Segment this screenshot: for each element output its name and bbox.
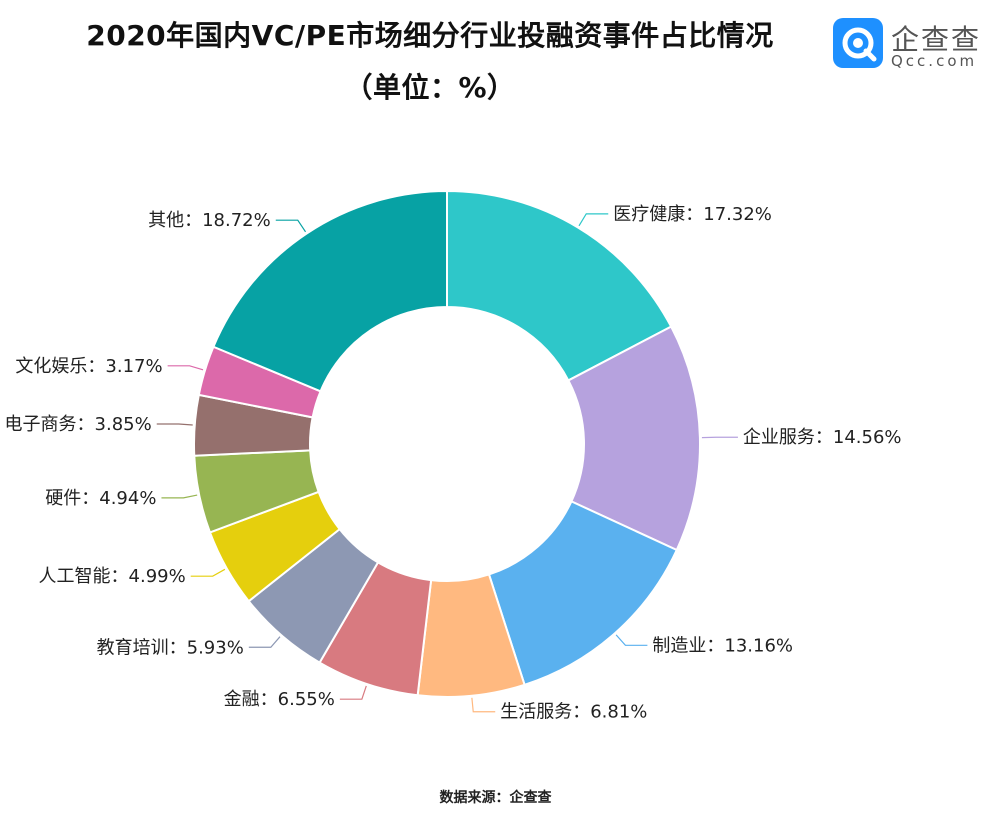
slice-其他[interactable] bbox=[212, 189, 448, 393]
slice-label-教育培训: 教育培训：5.93% bbox=[97, 637, 244, 658]
leader-line-金融 bbox=[339, 685, 367, 700]
slice-label-制造业: 制造业：13.16% bbox=[652, 635, 793, 656]
leader-line-电子商务 bbox=[156, 423, 193, 426]
leader-line-医疗健康 bbox=[578, 213, 609, 227]
leader-line-教育培训 bbox=[248, 636, 281, 648]
slice-label-硬件: 硬件：4.94% bbox=[45, 488, 156, 509]
qcc-logo-icon bbox=[833, 18, 883, 68]
slice-企业服务[interactable] bbox=[567, 325, 701, 552]
chart-unit-subtitle: （单位：%） bbox=[344, 71, 516, 104]
data-source-note: 数据来源：企查查 bbox=[439, 790, 552, 806]
logo-domain: Qcc.com bbox=[891, 52, 978, 70]
slice-label-文化娱乐: 文化娱乐：3.17% bbox=[15, 356, 162, 377]
slice-labels: 医疗健康：17.32% 企业服务：14.56% 制造业：13.16% 生活服务：6.8… bbox=[5, 204, 902, 723]
slice-label-企业服务: 企业服务：14.56% bbox=[743, 427, 902, 448]
leader-line-硬件 bbox=[161, 494, 198, 499]
slice-label-生活服务: 生活服务：6.81% bbox=[500, 702, 647, 723]
slice-label-人工智能: 人工智能：4.99% bbox=[39, 566, 186, 587]
leader-line-生活服务 bbox=[471, 697, 496, 713]
donut-slices bbox=[193, 189, 701, 698]
logo-name: 企查查 bbox=[891, 23, 982, 56]
qcc-logo: 企查查 Qcc.com bbox=[833, 16, 983, 72]
chart-title: 2020年国内VC/PE市场细分行业投融资事件占比情况 bbox=[86, 19, 774, 52]
slice-医疗健康[interactable] bbox=[446, 189, 673, 382]
leader-line-其他 bbox=[275, 219, 307, 233]
leader-line-人工智能 bbox=[190, 568, 226, 577]
slice-label-医疗健康: 医疗健康：17.32% bbox=[613, 204, 772, 225]
slice-label-电子商务: 电子商务：3.85% bbox=[5, 414, 152, 435]
leader-line-制造业 bbox=[615, 634, 648, 646]
slice-label-金融: 金融：6.55% bbox=[224, 689, 335, 710]
label-leader-lines bbox=[156, 213, 738, 713]
slice-label-其他: 其他：18.72% bbox=[148, 210, 271, 231]
leader-line-文化娱乐 bbox=[167, 365, 204, 371]
